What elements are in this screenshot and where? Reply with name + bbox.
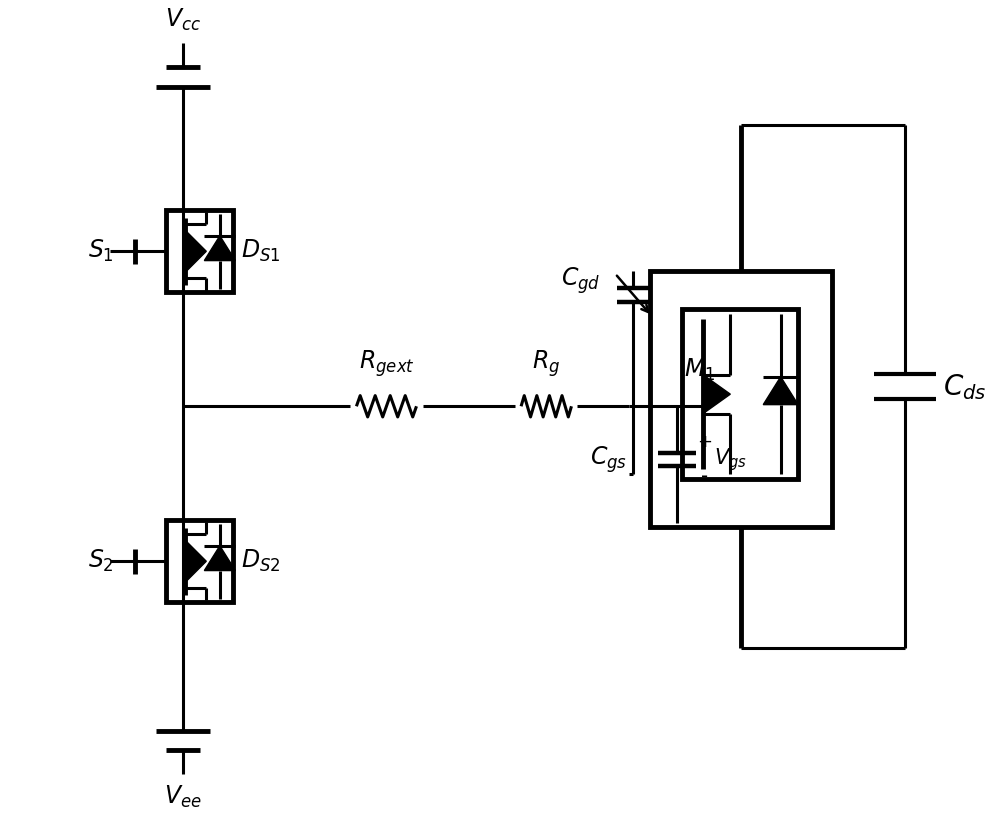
Text: $C_{gs}$: $C_{gs}$ [590,444,627,475]
Text: $D_{S1}$: $D_{S1}$ [241,239,281,265]
Text: $C_{gd}$: $C_{gd}$ [561,265,600,296]
Polygon shape [703,375,730,413]
Text: $C_{ds}$: $C_{ds}$ [943,372,987,402]
Polygon shape [763,377,798,404]
Bar [682,310,798,479]
Text: -: - [701,467,708,486]
Text: $M_1$: $M_1$ [684,356,715,382]
Bar [166,210,233,292]
Text: $V_{ee}$: $V_{ee}$ [164,784,202,810]
Text: $R_{gext}$: $R_{gext}$ [359,349,414,379]
Bar [166,520,233,602]
Text: $S_1$: $S_1$ [88,239,114,265]
Text: $D_{S2}$: $D_{S2}$ [241,548,281,574]
Polygon shape [185,540,206,583]
Text: $S_2$: $S_2$ [88,548,114,574]
Text: $V_{gs}$: $V_{gs}$ [714,446,747,473]
Text: $R_g$: $R_g$ [532,349,560,379]
Text: +: + [697,433,712,451]
Text: $V_{cc}$: $V_{cc}$ [165,7,201,33]
Polygon shape [204,236,235,261]
Polygon shape [185,230,206,273]
Polygon shape [204,546,235,570]
Bar [650,270,832,527]
